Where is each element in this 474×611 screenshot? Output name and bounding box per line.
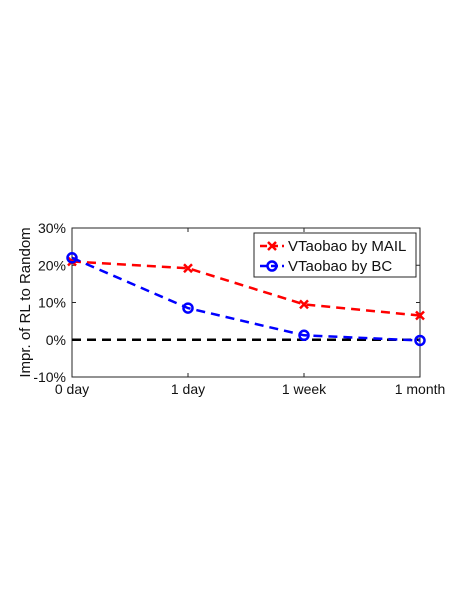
series-lines — [66, 252, 426, 347]
legend-entry: VTaobao by BC — [260, 258, 392, 275]
data-point-mail — [415, 310, 425, 321]
data-point-bc — [298, 329, 310, 342]
legend: VTaobao by MAIL VTaobao by BC — [253, 232, 417, 278]
legend-marker — [267, 241, 277, 251]
y-tick-label: 30% — [38, 220, 66, 236]
x-tick-label: 1 day — [171, 381, 205, 397]
y-tick-label: 10% — [38, 295, 66, 311]
series-line-bc — [71, 256, 421, 342]
data-point-bc — [414, 334, 426, 347]
legend-label: VTaobao by MAIL — [288, 238, 406, 255]
legend-marker — [266, 260, 278, 272]
data-point-mail — [183, 263, 193, 274]
y-tick-label: -10% — [33, 369, 66, 385]
y-tick-label: 20% — [38, 257, 66, 273]
x-tick-label: 1 month — [395, 381, 446, 397]
legend-entry: VTaobao by MAIL — [260, 238, 406, 255]
legend-box — [253, 232, 417, 278]
legend-label: VTaobao by BC — [288, 258, 392, 275]
data-point-bc — [66, 252, 78, 264]
data-point-mail — [299, 299, 309, 310]
x-tick-label: 1 week — [282, 381, 327, 397]
x-tick-label: 0 day — [55, 381, 89, 397]
data-point-bc — [182, 302, 194, 314]
axes: -10% 0% 10% 20% 30% 0 day 1 day 1 week 1 month — [33, 220, 445, 397]
y-tick-label: 0% — [46, 332, 66, 348]
y-axis-label: Impr. of RL to Random — [17, 227, 34, 377]
